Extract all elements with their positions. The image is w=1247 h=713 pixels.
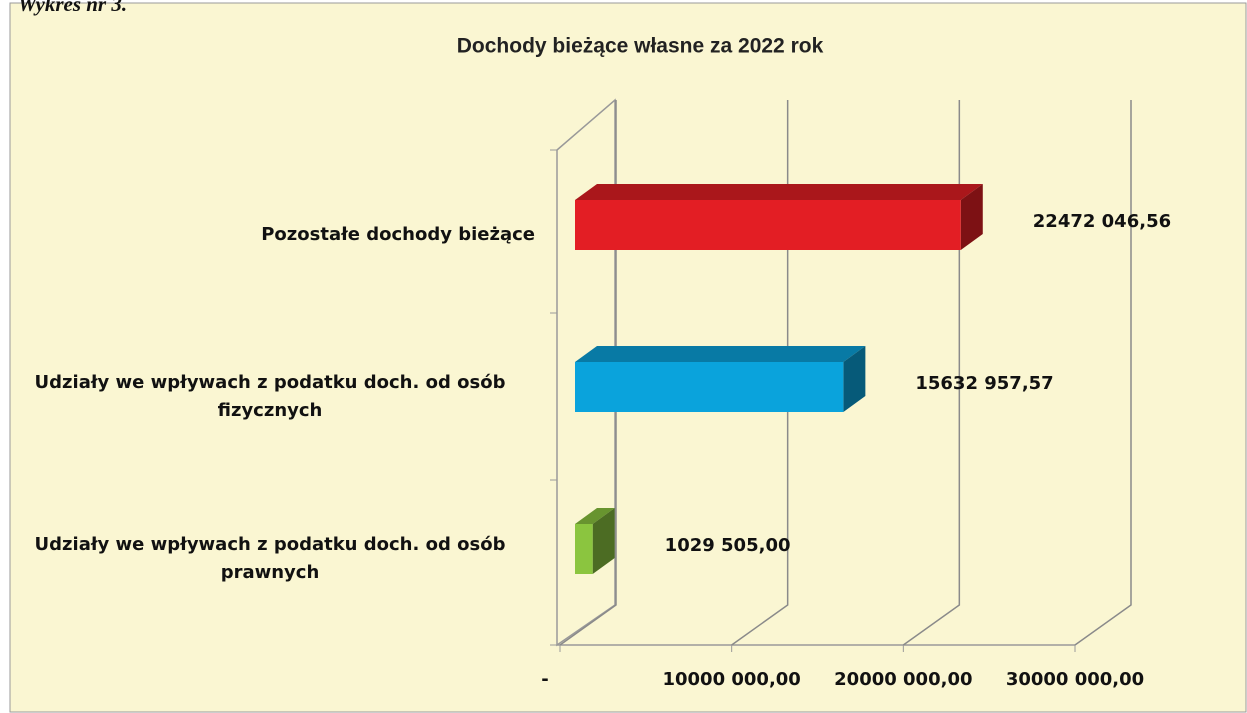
category-label-box: Pozostałe dochody bieżące bbox=[5, 221, 535, 249]
category-label: Udziały we wpływach z podatku doch. od o… bbox=[34, 534, 506, 583]
bar bbox=[575, 346, 866, 412]
x-tick-label: 10000 000,00 bbox=[662, 669, 800, 690]
grid-line bbox=[731, 100, 789, 646]
x-tick-label: - bbox=[541, 669, 548, 690]
chart-title: Dochody bieżące własne za 2022 rok bbox=[457, 35, 824, 58]
category-label-box: Udziały we wpływach z podatku doch. od o… bbox=[5, 369, 535, 425]
grid-line bbox=[1074, 100, 1132, 646]
bar-top bbox=[575, 508, 615, 524]
category-label: Pozostałe dochody bieżące bbox=[261, 224, 535, 245]
value-label: 1029 505,00 bbox=[665, 535, 791, 556]
category-label-box: Udziały we wpływach z podatku doch. od o… bbox=[5, 531, 535, 587]
bar-side bbox=[843, 346, 866, 412]
bar-front bbox=[575, 362, 844, 412]
bar bbox=[575, 184, 983, 250]
bar bbox=[575, 508, 615, 574]
bar-top bbox=[575, 184, 983, 200]
bar-side bbox=[960, 184, 983, 250]
value-label: 22472 046,56 bbox=[1033, 211, 1171, 232]
bar-front bbox=[575, 200, 961, 250]
x-tick-label: 30000 000,00 bbox=[1006, 669, 1144, 690]
caption: Wykres nr 3. bbox=[18, 0, 127, 16]
bar-front bbox=[575, 524, 593, 574]
bar-top bbox=[575, 346, 866, 362]
grid-line bbox=[902, 100, 961, 646]
category-label: Udziały we wpływach z podatku doch. od o… bbox=[34, 372, 506, 421]
value-label: 15632 957,57 bbox=[915, 373, 1053, 394]
bar-side bbox=[592, 508, 615, 574]
grid-line bbox=[559, 100, 617, 646]
x-tick-label: 20000 000,00 bbox=[834, 669, 972, 690]
